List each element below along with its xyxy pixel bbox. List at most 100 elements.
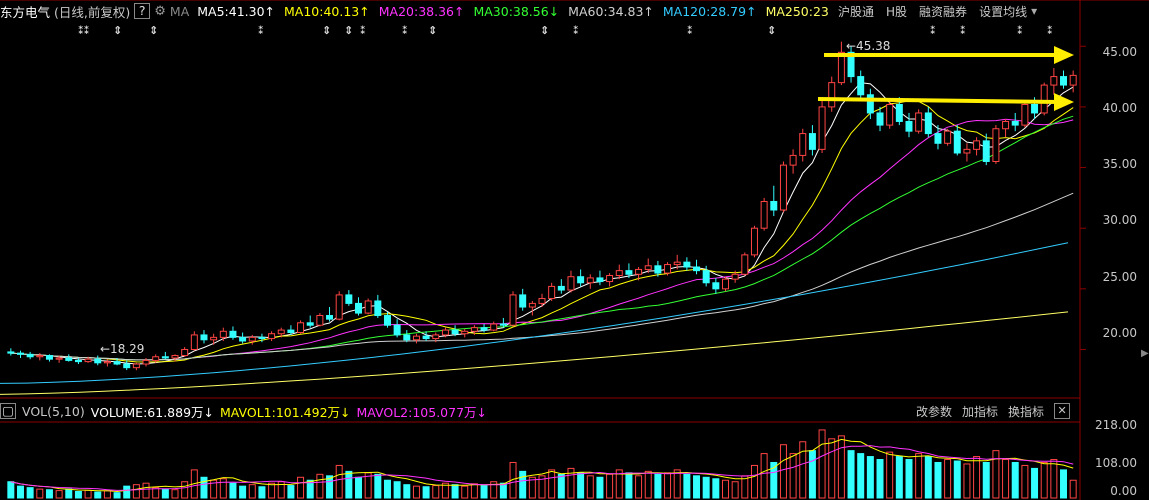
chevron-down-icon[interactable]: ▾ <box>1031 4 1038 18</box>
candle-body <box>1050 76 1058 86</box>
edit-params-link[interactable]: 改参数 <box>916 404 953 419</box>
candle-body <box>393 324 401 336</box>
candle-body <box>113 361 121 365</box>
volume-toggle[interactable]: ▢ <box>0 403 16 419</box>
header-links: 沪股通 H股 融资融券 设置均线 ▾ <box>838 1 1037 21</box>
add-indicator-link[interactable]: 加指标 <box>962 404 999 419</box>
event-marker[interactable]: ⇕ <box>344 24 354 37</box>
candle-body <box>229 330 237 338</box>
event-marker[interactable]: ⇕ <box>113 24 123 37</box>
link-hk-connect[interactable]: 沪股通 <box>838 4 875 19</box>
volume-bar <box>65 488 73 499</box>
event-marker[interactable]: ⁑⁑ <box>78 24 90 37</box>
chart-mode[interactable]: (日线,前复权) <box>54 4 131 20</box>
volume-bar <box>635 475 643 499</box>
event-marker[interactable]: ⁑ <box>960 24 966 37</box>
candle-body <box>828 82 836 108</box>
candle-body <box>905 120 913 132</box>
candle-body <box>635 268 643 275</box>
candle-body <box>808 133 816 150</box>
candle-body <box>152 356 160 361</box>
volume-bar <box>1050 459 1058 499</box>
volume-bar <box>847 450 855 499</box>
ma-value: MA5:41.30↑ <box>197 3 276 19</box>
volume-bar <box>393 481 401 499</box>
candle-body <box>364 300 372 314</box>
volume-bar <box>403 484 411 499</box>
candle-body <box>567 276 575 291</box>
volume-bar <box>7 481 15 499</box>
candle-body <box>74 359 82 363</box>
candle-body <box>837 51 845 84</box>
volume-bar <box>722 479 729 499</box>
close-icon[interactable]: ✕ <box>1054 403 1071 419</box>
candle-body <box>36 355 44 358</box>
candle-body <box>316 315 324 326</box>
event-marker[interactable]: ⁑ <box>930 24 936 37</box>
candle-body <box>596 277 604 283</box>
candle-body <box>876 112 884 126</box>
candle-body <box>664 264 672 274</box>
event-marker[interactable]: ⁑ <box>687 24 693 37</box>
gear-icon[interactable]: ⚙ <box>154 3 166 19</box>
candle-body <box>1040 84 1048 114</box>
volume-bar <box>548 469 556 499</box>
volume-bar <box>664 472 672 499</box>
stock-name[interactable]: 东方电气 <box>0 4 51 20</box>
volume-bar <box>915 453 923 499</box>
volume-bar <box>963 463 971 499</box>
event-marker[interactable]: ⁑ <box>1017 24 1023 37</box>
event-marker[interactable]: ⇕ <box>428 24 438 37</box>
volume-bar <box>94 491 102 499</box>
candle-body <box>132 363 140 369</box>
volume-bar <box>750 464 758 499</box>
volume-bar <box>490 481 498 499</box>
link-margin-trading[interactable]: 融资融券 <box>919 4 968 19</box>
event-marker[interactable]: ⁑ <box>402 24 408 37</box>
price-tick: 35.00 <box>1102 157 1137 171</box>
scroll-handle[interactable]: ▶ <box>1141 348 1149 359</box>
event-marker[interactable]: ⁑ <box>1047 24 1053 37</box>
event-marker[interactable]: ⁑ <box>573 24 579 37</box>
event-marker[interactable]: ⇕ <box>322 24 332 37</box>
volume-bar <box>673 469 681 499</box>
change-indicator-link[interactable]: 换指标 <box>1008 404 1045 419</box>
candle-body <box>644 265 652 270</box>
event-marker[interactable]: ⇕ <box>540 24 550 37</box>
volume-bar <box>441 482 449 499</box>
candle-body <box>248 336 256 342</box>
help-button[interactable]: ? <box>134 3 151 19</box>
ma-line-ma250 <box>0 311 1069 395</box>
event-marker[interactable]: ⁑ <box>360 24 366 37</box>
event-marker[interactable]: ⁑ <box>258 24 264 37</box>
volume-bar <box>712 478 720 499</box>
link-ma-settings[interactable]: 设置均线 <box>979 4 1028 19</box>
ma-label[interactable]: MA <box>169 3 190 19</box>
event-marker[interactable]: ⇕ <box>149 24 159 37</box>
candle-body <box>973 140 981 150</box>
volume-bar <box>857 453 865 499</box>
volume-indicator-name[interactable]: VOL(5,10) <box>22 403 85 419</box>
ma-line-ma20 <box>10 118 1074 361</box>
candle-body <box>606 274 614 283</box>
event-marker[interactable]: ⇕ <box>767 24 777 37</box>
ma-value: MA120:28.79↑ <box>662 3 757 19</box>
candle-body <box>190 334 198 350</box>
candle-body <box>1021 103 1029 126</box>
candle-body <box>1011 120 1019 126</box>
link-h-share[interactable]: H股 <box>886 4 908 19</box>
indicator-header: 东方电气 (日线,前复权) ? ⚙ MA MA5:41.30↑ MA10:40.1… <box>0 0 1080 22</box>
candle-body <box>857 76 865 96</box>
candle-body <box>219 330 227 338</box>
volume-bar <box>383 479 391 499</box>
volume-bar <box>142 482 150 499</box>
candle-body <box>557 285 565 291</box>
volume-bar <box>654 473 662 499</box>
candle-body <box>519 294 527 308</box>
candle-body <box>770 201 778 211</box>
volume-bar <box>306 479 314 499</box>
volume-bar <box>16 485 24 499</box>
volume-bar <box>519 470 527 499</box>
volume-bar <box>992 450 1000 499</box>
